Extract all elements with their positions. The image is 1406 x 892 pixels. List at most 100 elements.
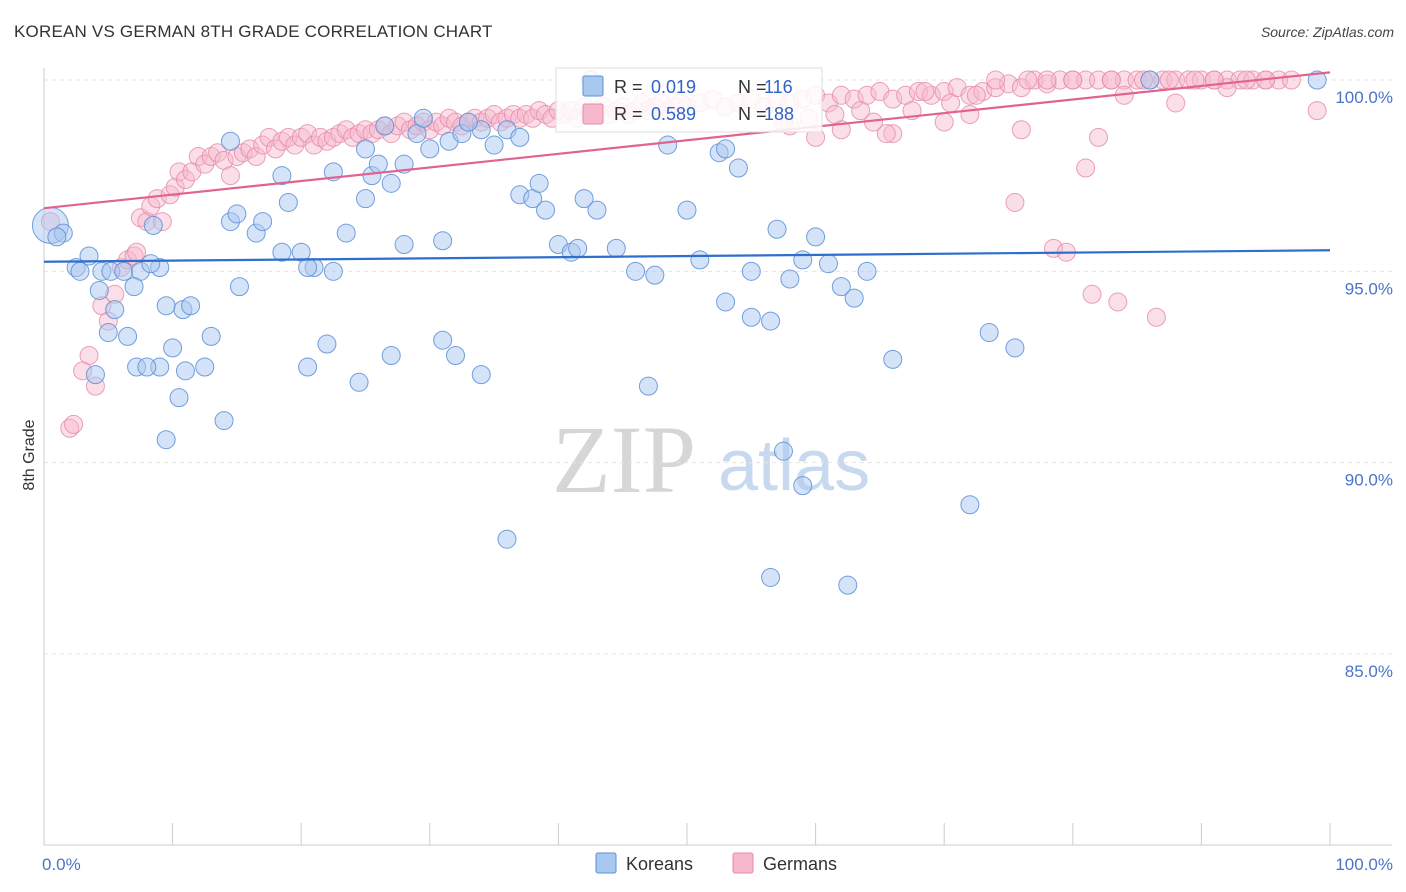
german-point	[165, 177, 185, 197]
german-point	[1018, 70, 1038, 90]
korean-point	[960, 495, 980, 515]
korean-point	[716, 292, 736, 312]
german-point	[240, 139, 260, 159]
german-point	[253, 135, 273, 155]
korean-n-value: 116	[764, 77, 793, 97]
watermark: ZIP atlas	[552, 406, 870, 513]
german-point	[844, 89, 864, 109]
german-point	[523, 108, 543, 128]
y-tick-labels: 85.0% 90.0% 95.0% 100.0%	[1335, 88, 1393, 681]
german-point	[1076, 158, 1096, 178]
german-point	[1166, 93, 1186, 113]
german-point	[175, 169, 195, 189]
korean-point	[356, 189, 375, 209]
y-tick-label: 85.0%	[1345, 662, 1393, 681]
german-point	[876, 124, 896, 144]
chart-title: KOREAN VS GERMAN 8TH GRADE CORRELATION C…	[14, 22, 493, 41]
korean-point	[156, 296, 176, 316]
korean-point	[137, 357, 157, 377]
korean-point	[793, 476, 813, 496]
korean-point	[336, 223, 356, 243]
korean-point	[761, 567, 781, 587]
korean-point	[156, 430, 176, 450]
korean-points	[31, 70, 1327, 595]
korean-point	[716, 139, 736, 159]
korean-legend-swatch	[582, 75, 604, 97]
koreans-legend-label: Koreans	[626, 854, 693, 874]
korean-point	[323, 261, 343, 281]
korean-point	[368, 154, 388, 174]
german-point	[883, 89, 903, 109]
german-point	[966, 85, 986, 105]
x-tick-labels: 0.0% 100.0%	[42, 855, 1393, 874]
german-point	[915, 81, 935, 101]
korean-point	[420, 139, 440, 159]
watermark-atlas: atlas	[718, 426, 870, 506]
korean-point	[471, 365, 491, 385]
korean-point	[47, 227, 67, 247]
korean-point	[413, 108, 433, 128]
korean-point	[381, 173, 401, 193]
german-point	[285, 135, 305, 155]
german-point	[64, 414, 84, 434]
korean-point	[272, 166, 292, 186]
korean-point	[767, 219, 787, 239]
german-point	[941, 93, 961, 113]
korean-point	[105, 300, 125, 320]
korean-point	[793, 250, 813, 270]
korean-point	[677, 200, 697, 220]
korean-point	[484, 135, 504, 155]
korean-point	[844, 288, 864, 308]
korean-point	[163, 338, 183, 358]
korean-trend-line	[43, 249, 1331, 263]
korean-point	[220, 131, 240, 151]
y-tick-label: 95.0%	[1345, 279, 1393, 298]
korean-point	[1140, 70, 1160, 90]
y-tick-label: 100.0%	[1335, 88, 1393, 107]
koreans-legend-swatch	[595, 852, 617, 874]
german-point	[484, 104, 504, 124]
german-point	[1089, 127, 1109, 147]
korean-point	[195, 357, 215, 377]
korean-point	[85, 365, 105, 385]
korean-point	[658, 135, 678, 155]
korean-point	[587, 200, 607, 220]
korean-point	[349, 372, 369, 392]
korean-point	[645, 265, 665, 285]
german-point	[208, 143, 228, 163]
chart-source: Source: ZipAtlas.com	[1260, 24, 1394, 40]
german-point	[1281, 70, 1301, 90]
korean-point	[536, 200, 556, 220]
korean-point	[317, 334, 337, 354]
german-point	[265, 139, 285, 159]
korean-point	[741, 261, 761, 281]
y-axis-label: 8th Grade	[21, 419, 38, 490]
korean-point	[89, 280, 109, 300]
korean-point	[818, 254, 838, 274]
german-point	[336, 120, 356, 140]
german-point	[986, 70, 1006, 90]
german-point	[1146, 307, 1166, 327]
korean-point	[227, 204, 247, 224]
korean-point	[529, 173, 549, 193]
korean-point	[114, 261, 134, 281]
german-point	[1082, 284, 1102, 304]
korean-point	[638, 376, 658, 396]
german-point	[1307, 101, 1327, 121]
korean-point	[381, 346, 401, 366]
korean-point	[141, 254, 161, 274]
german-point	[60, 418, 80, 438]
korean-point	[201, 326, 221, 346]
german-trend-line	[43, 71, 1331, 210]
korean-point	[761, 311, 781, 331]
german-point	[960, 85, 980, 105]
german-r-label: R =	[614, 104, 643, 124]
korean-point	[356, 139, 375, 159]
korean-point	[606, 238, 626, 258]
korean-point	[124, 277, 144, 297]
german-point	[259, 127, 279, 147]
german-point	[1011, 120, 1031, 140]
german-point	[1108, 292, 1128, 312]
german-point	[304, 135, 324, 155]
